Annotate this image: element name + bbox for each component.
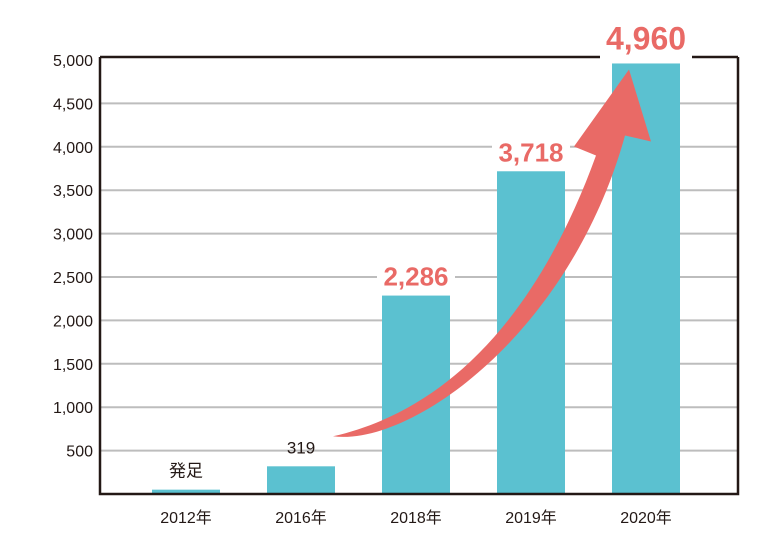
data-label-bg-4	[600, 21, 692, 56]
data-label-4: 4,960	[606, 20, 686, 56]
growth-arrow-group	[333, 69, 651, 437]
y-tick-label-4: 2,500	[53, 270, 93, 287]
data-label-1: 319	[287, 438, 315, 457]
y-tick-label-2: 1,500	[53, 357, 93, 374]
x-axis-labels: 2012年 2016年 2018年 2019年 2020年	[160, 509, 672, 527]
axes	[98, 55, 740, 496]
x-tick-label-0: 2012年	[160, 509, 212, 527]
y-tick-label-5: 3,000	[53, 227, 93, 244]
y-tick-label-3: 2,000	[53, 313, 93, 330]
y-tick-label-7: 4,000	[53, 140, 93, 157]
data-labels: 発足 319 2,286 3,718 4,960	[169, 20, 692, 481]
bar-0	[152, 489, 220, 494]
y-axis-ticks: 500 1,000 1,500 2,000 2,500 3,000 3,500 4,000 4,…	[53, 53, 93, 461]
x-tick-label-2: 2018年	[390, 509, 442, 527]
y-tick-label-1: 1,000	[53, 400, 93, 417]
x-tick-label-4: 2020年	[620, 509, 672, 527]
data-label-bg-2	[377, 263, 455, 292]
y-tick-label-6: 3,500	[53, 183, 93, 200]
x-tick-label-1: 2016年	[275, 509, 327, 527]
x-tick-label-3: 2019年	[505, 509, 557, 527]
y-tick-label-8: 4,500	[53, 96, 93, 113]
y-tick-label-9: 5,000	[53, 53, 93, 70]
data-label-0: 発足	[169, 462, 203, 481]
plot-frame	[98, 57, 740, 496]
data-label-bg-3	[492, 139, 570, 168]
data-label-3: 3,718	[498, 137, 563, 167]
growth-arrow	[333, 69, 651, 437]
bar-1	[267, 466, 335, 494]
data-label-2: 2,286	[383, 262, 448, 292]
bars	[152, 63, 680, 495]
y-tick-label-0: 500	[66, 444, 93, 461]
